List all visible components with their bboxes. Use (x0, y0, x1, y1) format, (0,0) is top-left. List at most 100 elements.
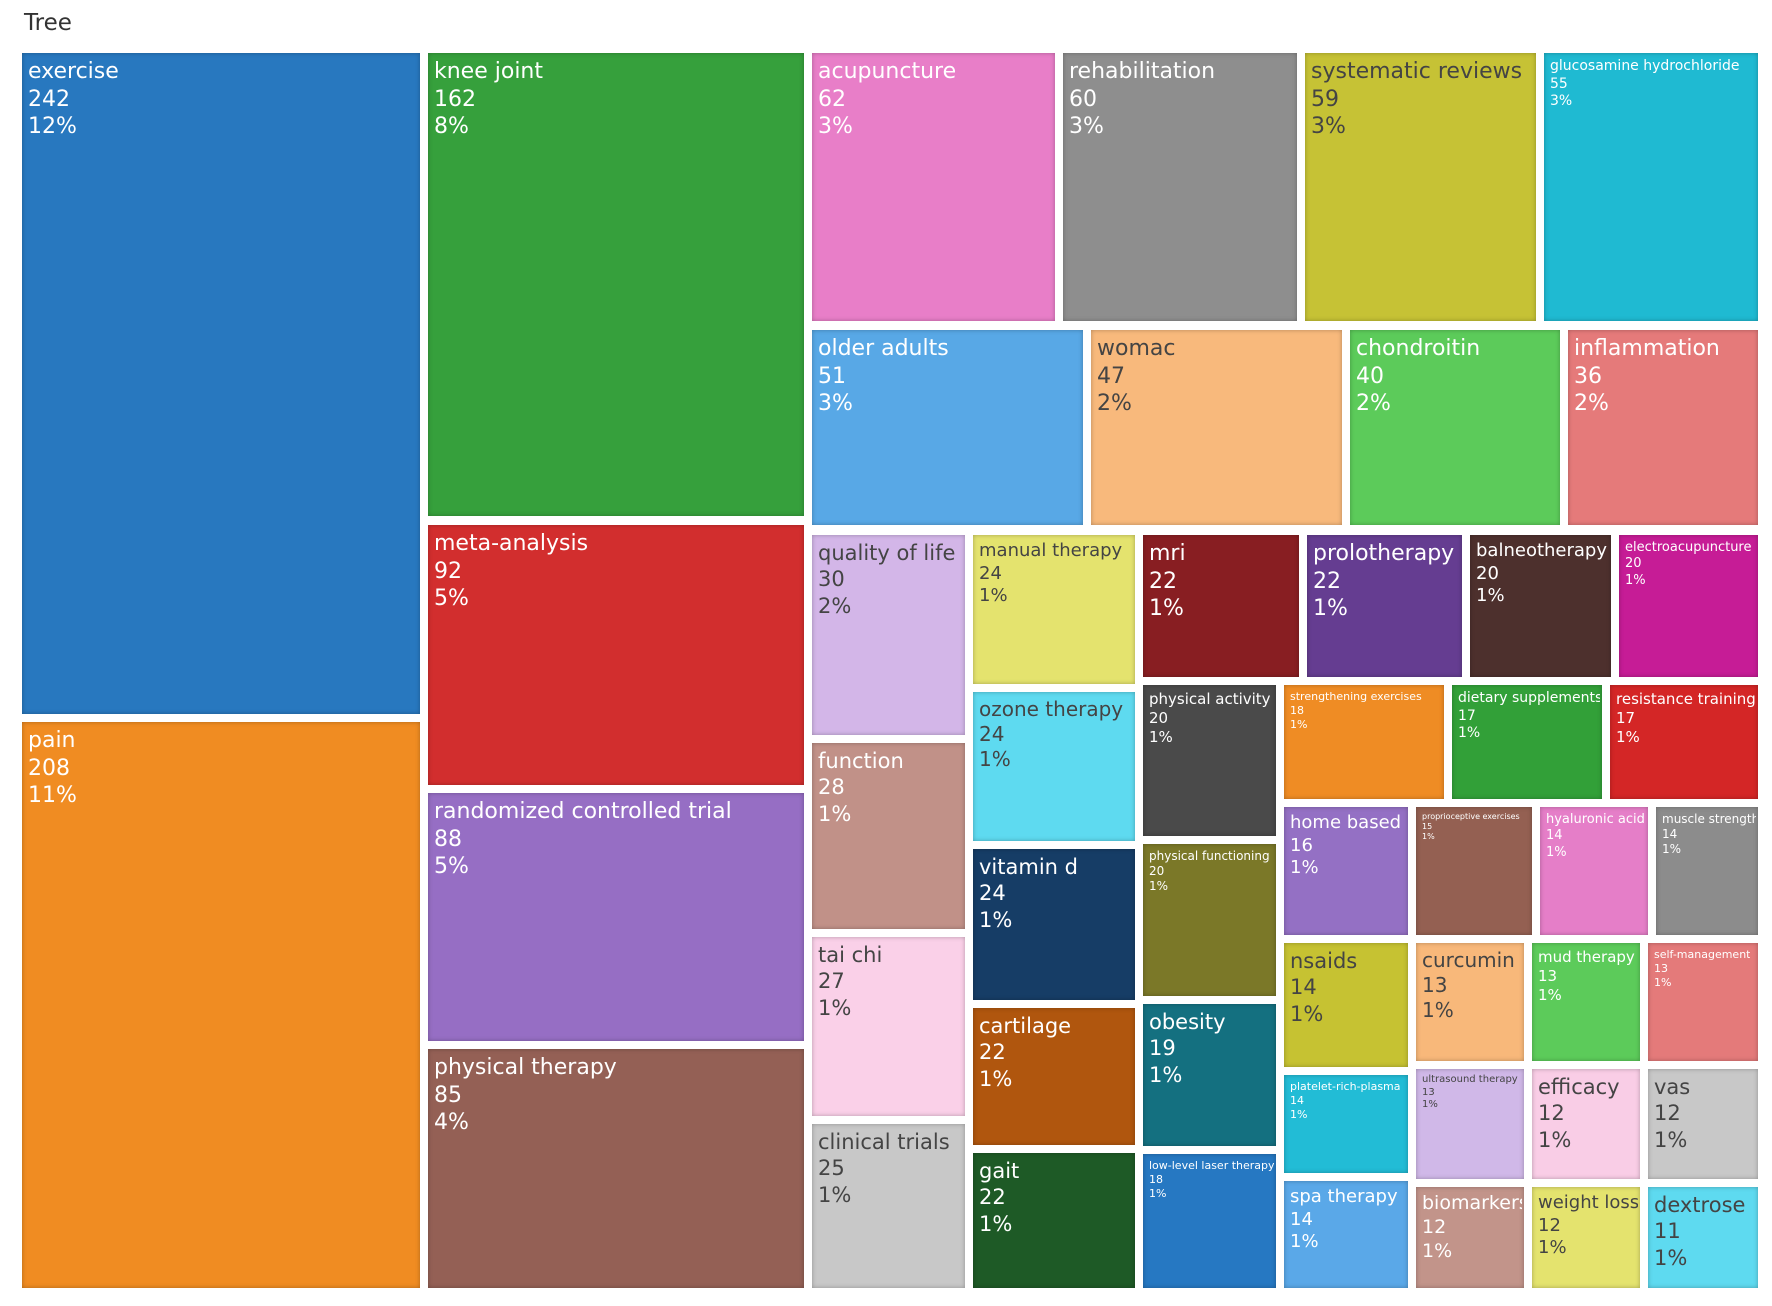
tile-percent: 1% (1616, 727, 1640, 746)
tile-value: 30 (818, 567, 845, 592)
treemap-tile-proprioceptive-exercises: proprioceptive exercises 15 1% (1416, 807, 1532, 935)
treemap-tile-systematic-reviews: systematic reviews 59 3% (1305, 53, 1536, 321)
tile-value: 14 (1662, 827, 1678, 842)
tile-value: 13 (1422, 973, 1448, 998)
tile-percent: 3% (818, 114, 853, 140)
tile-label: acupuncture (818, 59, 957, 84)
treemap-tile-platelet-rich-plasma: platelet-rich-plasma 14 1% (1284, 1075, 1408, 1173)
treemap-tile-strengthening-exercises: strengthening exercises 18 1% (1284, 685, 1444, 799)
tile-percent: 1% (1149, 596, 1184, 622)
tile-value: 24 (979, 881, 1006, 906)
tile-percent: 1% (1149, 727, 1173, 746)
tile-label: hyaluronic acid (1546, 812, 1645, 827)
tile-label: gait (979, 1159, 1020, 1183)
tile-percent: 1% (1290, 1231, 1319, 1253)
tile-value: 55 (1550, 75, 1568, 92)
tile-percent: 2% (1097, 391, 1132, 417)
tile-percent: 5% (434, 586, 469, 612)
treemap-tile-prolotherapy: prolotherapy 22 1% (1307, 535, 1462, 677)
tile-value: 20 (1476, 562, 1499, 584)
treemap-tile-self-management: self-management 13 1% (1648, 943, 1758, 1061)
tile-label: dietary supplements (1458, 690, 1600, 706)
tile-value: 16 (1290, 834, 1313, 856)
tile-value: 51 (818, 363, 846, 389)
tile-label: function (818, 749, 904, 773)
treemap-tile-exercise: exercise 242 12% (22, 53, 420, 714)
tile-percent: 1% (1290, 857, 1319, 879)
tile-label: randomized controlled trial (434, 799, 732, 824)
tile-percent: 11% (28, 783, 77, 809)
tile-value: 12 (1422, 1215, 1447, 1238)
tile-label: physical therapy (434, 1055, 617, 1080)
tile-percent: 3% (1069, 114, 1104, 140)
tile-percent: 1% (818, 801, 852, 826)
tile-value: 12 (1538, 1101, 1565, 1126)
treemap-tile-efficacy: efficacy 12 1% (1532, 1069, 1640, 1179)
treemap-tile-vas: vas 12 1% (1648, 1069, 1758, 1179)
tile-label: efficacy (1538, 1075, 1620, 1099)
tile-value: 208 (28, 755, 70, 781)
treemap-tile-hyaluronic-acid: hyaluronic acid 14 1% (1540, 807, 1648, 935)
treemap-tile-mud-therapy: mud therapy 13 1% (1532, 943, 1640, 1061)
tile-value: 11 (1654, 1219, 1681, 1244)
tile-label: chondroitin (1356, 336, 1481, 361)
tile-label: spa therapy (1290, 1186, 1398, 1207)
treemap-tile-inflammation: inflammation 36 2% (1568, 330, 1758, 525)
treemap-tile-clinical-trials: clinical trials 25 1% (812, 1124, 965, 1288)
tile-label: home based (1290, 812, 1402, 833)
tile-label: obesity (1149, 1010, 1226, 1034)
tile-label: clinical trials (818, 1130, 950, 1154)
tile-label: physical activity (1149, 690, 1271, 708)
tile-label: ozone therapy (979, 697, 1124, 721)
tile-value: 12 (1654, 1101, 1681, 1126)
tile-percent: 1% (1538, 1127, 1572, 1152)
treemap-tile-electroacupuncture: electroacupuncture 20 1% (1619, 535, 1758, 677)
tile-value: 47 (1097, 363, 1125, 389)
tile-value: 14 (1290, 1208, 1313, 1230)
tile-percent: 1% (1538, 1237, 1567, 1259)
tile-value: 15 (1422, 822, 1433, 832)
tile-percent: 3% (1550, 93, 1573, 110)
tile-percent: 12% (28, 114, 77, 140)
tile-label: tai chi (818, 943, 883, 967)
tile-label: electroacupuncture (1625, 540, 1752, 555)
treemap-tile-ultrasound-therapy: ultrasound therapy 13 1% (1416, 1069, 1524, 1179)
treemap-tile-acupuncture: acupuncture 62 3% (812, 53, 1055, 321)
tile-percent: 1% (1546, 844, 1567, 860)
tile-percent: 1% (979, 1066, 1013, 1091)
treemap-tile-chondroitin: chondroitin 40 2% (1350, 330, 1560, 525)
tile-value: 13 (1422, 1086, 1435, 1098)
tile-label: systematic reviews (1311, 59, 1523, 84)
tile-label: curcumin (1422, 948, 1515, 972)
tile-percent: 2% (1356, 391, 1391, 417)
tile-percent: 1% (979, 907, 1013, 932)
tile-label: manual therapy (979, 540, 1123, 561)
tile-percent: 1% (1654, 1127, 1688, 1152)
tile-label: womac (1097, 336, 1176, 361)
tile-value: 88 (434, 826, 462, 852)
tile-percent: 1% (1290, 1107, 1308, 1121)
tile-value: 59 (1311, 86, 1339, 112)
tile-percent: 1% (1422, 832, 1435, 842)
tile-percent: 1% (1290, 717, 1308, 731)
treemap-tile-manual-therapy: manual therapy 24 1% (973, 535, 1135, 684)
tile-label: rehabilitation (1069, 59, 1216, 84)
tile-label: self-management (1654, 948, 1751, 961)
tile-label: biomarkers (1422, 1192, 1522, 1214)
tile-value: 25 (818, 1156, 845, 1181)
tile-value: 17 (1458, 707, 1476, 724)
tile-label: inflammation (1574, 336, 1720, 361)
tile-value: 22 (1313, 568, 1341, 594)
tile-label: knee joint (434, 59, 544, 84)
tile-value: 19 (1149, 1036, 1176, 1061)
tile-value: 242 (28, 86, 70, 112)
treemap-tile-glucosamine-hydrochloride: glucosamine hydrochloride 55 3% (1544, 53, 1758, 321)
tile-label: glucosamine hydrochloride (1550, 58, 1740, 74)
treemap-tile-ozone-therapy: ozone therapy 24 1% (973, 692, 1135, 841)
tile-label: platelet-rich-plasma (1290, 1080, 1401, 1093)
tile-value: 18 (1290, 703, 1304, 717)
tile-percent: 1% (1149, 1062, 1183, 1087)
tile-percent: 1% (979, 1211, 1013, 1236)
tile-value: 13 (1538, 966, 1558, 985)
